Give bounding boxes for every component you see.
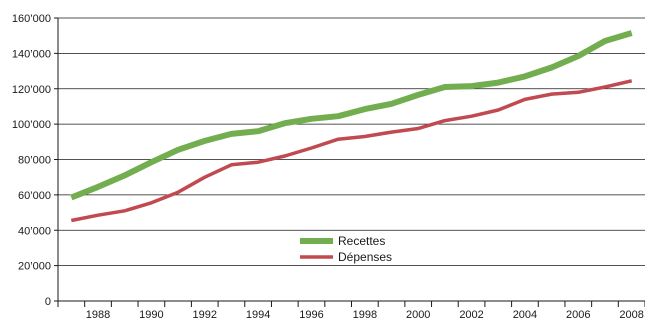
x-tick-label: 1988 — [86, 309, 110, 320]
legend-label: Recettes — [338, 234, 385, 248]
x-tick-label: 1990 — [139, 309, 163, 320]
legend: Recettes Dépenses — [300, 234, 392, 264]
x-tick-label: 2000 — [406, 309, 430, 320]
series-line-depenses — [70, 79, 633, 223]
x-tick-label: 1992 — [193, 309, 217, 320]
y-tick-label: 40’000 — [18, 225, 51, 237]
legend-label: Dépenses — [338, 250, 392, 264]
x-tick-label: 2008 — [619, 309, 643, 320]
y-tick-label: 160’000 — [12, 13, 51, 25]
x-tick-label: 1996 — [299, 309, 323, 320]
y-tick-label: 140’000 — [12, 48, 51, 60]
y-tick-label: 80’000 — [18, 155, 51, 167]
x-tick-label: 2002 — [459, 309, 483, 320]
y-tick-label: 0 — [45, 296, 51, 308]
series-line-recettes — [70, 30, 633, 201]
x-tick-label: 1994 — [246, 309, 270, 320]
y-tick-label: 100’000 — [12, 119, 51, 131]
y-tick-label: 20’000 — [18, 261, 51, 273]
y-tick-label: 60’000 — [18, 190, 51, 202]
y-tick-label: 120’000 — [12, 84, 51, 96]
x-tick-labels: 1988 1990 1992 1994 1996 1998 2000 2002 2004 2006… — [86, 309, 644, 320]
x-tick-label: 2006 — [566, 309, 590, 320]
x-tick-label: 2004 — [513, 309, 537, 320]
grid-lines — [58, 17, 645, 267]
y-tick-labels: 0 20’000 40’000 60’000 80’000 100’000 120’000 1… — [12, 13, 51, 308]
x-tick-label: 1998 — [353, 309, 377, 320]
series-lines — [70, 30, 633, 223]
axes — [54, 17, 645, 307]
